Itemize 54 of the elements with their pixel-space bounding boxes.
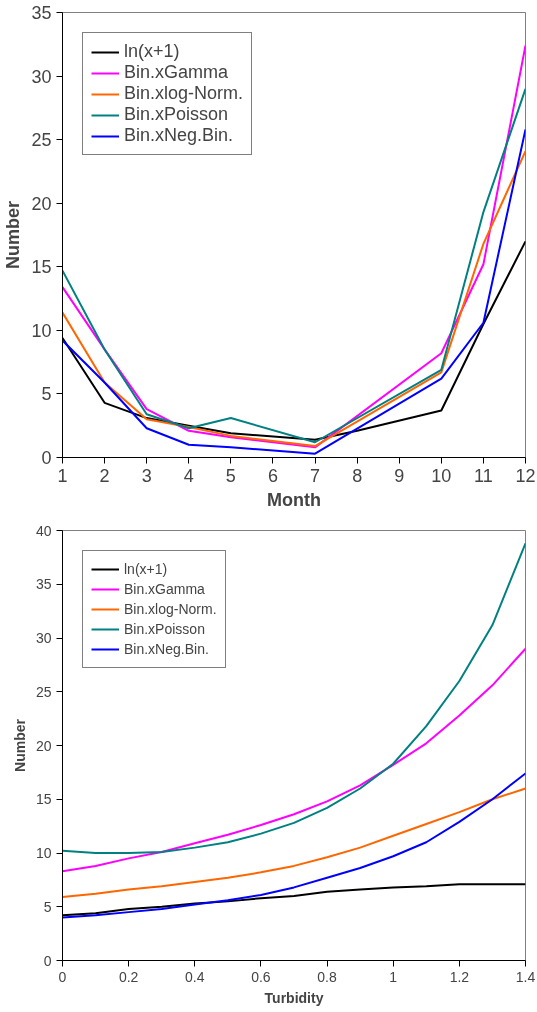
y-tick-label: 20: [35, 737, 52, 754]
line-series: [62, 542, 526, 854]
y-tick-label: 15: [35, 791, 52, 808]
x-tick-label: 5: [225, 465, 236, 486]
y-tick-label: 5: [43, 898, 52, 915]
x-tick-label: 4: [183, 465, 194, 486]
y-tick-label: 30: [31, 66, 52, 87]
y-tick-label: 20: [31, 193, 52, 214]
x-tick-label: 3: [141, 465, 152, 486]
legend-label: ln(x+1): [124, 561, 168, 577]
legend-label: Bin.xlog-Norm.: [124, 601, 217, 617]
y-tick-label: 10: [35, 845, 52, 861]
legend-label: Bin.xGamma: [124, 62, 229, 83]
y-tick-label: 35: [31, 3, 52, 23]
x-tick-label: 11: [474, 465, 493, 486]
x-tick-label: 8: [352, 465, 363, 486]
y-tick-label: 0: [43, 952, 52, 969]
x-tick-label: 6: [267, 465, 278, 486]
line-series: [62, 787, 526, 899]
y-tick-label: 0: [41, 448, 52, 468]
x-tick-label: 1: [389, 968, 398, 985]
x-tick-label: 1: [57, 465, 68, 486]
x-tick-label: 7: [310, 465, 321, 486]
legend-label: Bin.xlog-Norm.: [124, 83, 244, 104]
x-axis-title: Turbidity: [264, 989, 324, 1006]
y-tick-label: 25: [31, 130, 52, 151]
x-tick-label: 2: [99, 465, 110, 486]
legend-label: Bin.xGamma: [124, 581, 205, 597]
legend-label: Bin.xPoisson: [124, 104, 229, 125]
x-tick-label: 0.4: [185, 968, 205, 985]
y-axis-title: Number: [3, 200, 24, 269]
legend-label: ln(x+1): [124, 41, 180, 62]
y-tick-label: 40: [35, 522, 52, 539]
x-tick-label: 0.6: [251, 968, 271, 985]
x-axis-title: Month: [267, 489, 321, 510]
y-axis-title: Number: [11, 718, 28, 772]
y-tick-label: 5: [41, 384, 52, 405]
x-tick-label: 0.8: [317, 968, 338, 985]
x-tick-label: 0.2: [118, 968, 139, 985]
x-tick-label: 9: [394, 465, 405, 486]
x-tick-label: 1.2: [449, 968, 470, 985]
y-tick-label: 25: [35, 683, 52, 700]
legend-label: Bin.xPoisson: [124, 621, 205, 637]
y-tick-label: 10: [31, 320, 52, 341]
x-tick-label: 1.4: [515, 968, 536, 985]
line-series: [62, 772, 526, 919]
y-tick-label: 30: [35, 630, 52, 646]
y-tick-label: 15: [31, 257, 52, 278]
x-tick-label: 0: [58, 968, 67, 985]
x-tick-label: 10: [431, 465, 452, 486]
y-tick-label: 35: [35, 576, 52, 593]
legend-label: Bin.xNeg.Bin.: [124, 641, 209, 657]
x-tick-label: 12: [515, 465, 536, 486]
legend-label: Bin.xNeg.Bin.: [124, 125, 234, 146]
